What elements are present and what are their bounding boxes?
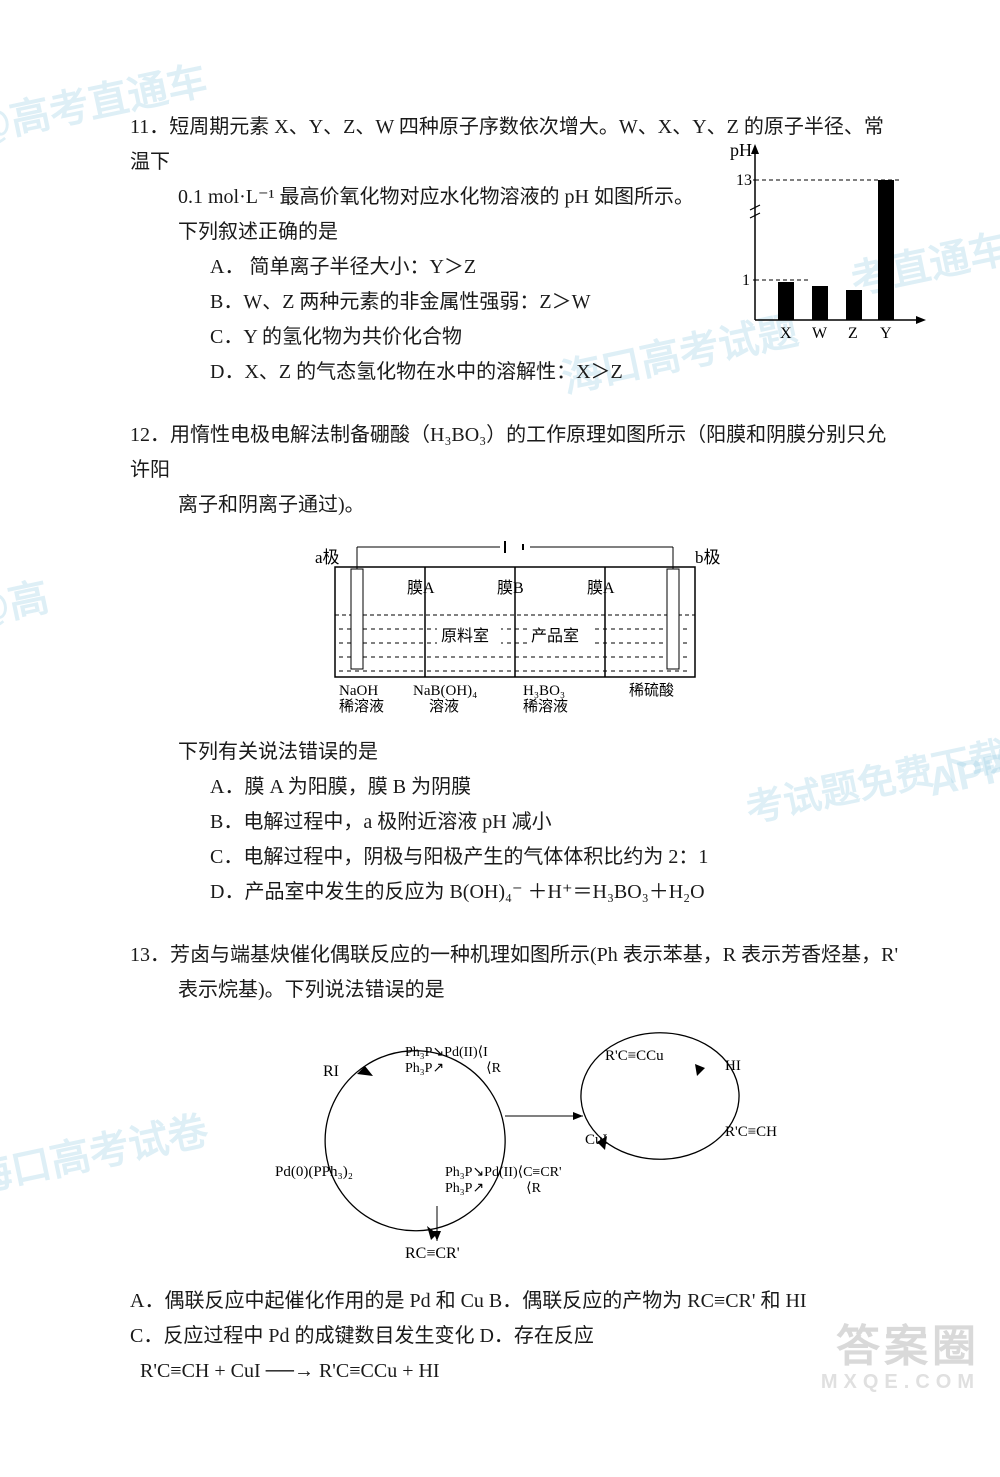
question-12: 12．用惰性电极电解法制备硼酸（H₃BO₃）的工作原理如图所示（阳膜和阴膜分别只… <box>130 418 900 910</box>
watermark: @高 <box>0 563 55 648</box>
svg-text:pH: pH <box>730 140 752 160</box>
q13-option-d-2: R'C≡CH + CuI ──→ R'C≡CCu + HI <box>130 1354 900 1389</box>
q13-option-d-1: D．存在反应 <box>479 1325 593 1347</box>
q13-stem-1: 芳卤与端基炔催化偶联反应的一种机理如图所示(Ph 表示苯基，R 表示芳香烃基，R… <box>170 944 898 966</box>
svg-text:R'C≡CCu: R'C≡CCu <box>605 1048 664 1064</box>
svg-text:NaB(OH)₄: NaB(OH)₄ <box>413 683 477 699</box>
svg-text:HI: HI <box>725 1058 741 1074</box>
q13-number: 13． <box>130 938 170 973</box>
svg-text:W: W <box>812 325 828 342</box>
svg-text:稀溶液: 稀溶液 <box>523 698 568 715</box>
q12-stem-1: 用惰性电极电解法制备硼酸（H₃BO₃）的工作原理如图所示（阳膜和阴膜分别只允许阳 <box>130 424 886 481</box>
q13-option-b: B．偶联反应的产物为 RC≡CR' 和 HI <box>489 1290 807 1312</box>
svg-text:RC≡CR': RC≡CR' <box>405 1245 460 1262</box>
q12-below: 下列有关说法错误的是 <box>130 735 900 770</box>
svg-text:膜A: 膜A <box>587 579 615 597</box>
svg-text:Y: Y <box>880 325 892 342</box>
svg-text:稀溶液: 稀溶液 <box>339 698 384 715</box>
svg-text:X: X <box>780 325 792 342</box>
chart-tick-13: 13 <box>736 172 752 189</box>
question-11: 11．短周期元素 X、Y、Z、W 四种原子序数依次增大。W、X、Y、Z 的原子半… <box>130 110 900 390</box>
q12-electrolysis-diagram: 膜A 膜B 膜A 原料室 产品室 a极 <box>130 537 900 729</box>
svg-text:原料室: 原料室 <box>441 627 489 645</box>
svg-text:Ph₃P↘Pd(II)⟨C≡CR': Ph₃P↘Pd(II)⟨C≡CR' <box>445 1165 562 1180</box>
footer-logo-small: MXQE.COM <box>821 1371 980 1393</box>
chart-tick-1: 1 <box>742 272 750 289</box>
svg-text:产品室: 产品室 <box>531 627 579 645</box>
svg-text:H₃BO₃: H₃BO₃ <box>523 683 565 699</box>
footer-watermark: 答案圈 MXQE.COM <box>821 1323 980 1393</box>
q13-cycle-diagram: RI Pd(0)(PPh₃)₂ Ph₃P↘Pd(II)⟨I Ph₃P↗ ⟨R P… <box>130 1016 900 1278</box>
svg-text:b极: b极 <box>695 548 721 567</box>
q12-stem-2: 离子和阴离子通过)。 <box>130 488 900 523</box>
svg-text:CuI: CuI <box>585 1132 608 1148</box>
svg-text:Ph₃P↗ ⟨R: Ph₃P↗ ⟨R <box>445 1181 542 1196</box>
svg-text:RI: RI <box>323 1063 339 1080</box>
q12-option-b: B．电解过程中，a 极附近溶液 pH 减小 <box>130 805 900 840</box>
q13-option-c: C．反应过程中 Pd 的成键数目发生变化 <box>130 1325 474 1347</box>
svg-text:Ph₃P↘Pd(II)⟨I: Ph₃P↘Pd(II)⟨I <box>405 1045 488 1060</box>
q13-option-a: A．偶联反应中起催化作用的是 Pd 和 Cu <box>130 1290 484 1312</box>
svg-text:膜B: 膜B <box>497 579 524 597</box>
footer-logo-big: 答案圈 <box>821 1323 980 1371</box>
svg-text:Pd(0)(PPh₃)₂: Pd(0)(PPh₃)₂ <box>275 1164 353 1180</box>
question-13: 13．芳卤与端基炔催化偶联反应的一种机理如图所示(Ph 表示苯基，R 表示芳香烃… <box>130 938 900 1389</box>
q12-option-d: D．产品室中发生的反应为 B(OH)₄⁻ ＋H⁺＝H₃BO₃＋H₂O <box>130 875 900 910</box>
q11-bar-chart: 13 1 X W Z Y pH <box>720 140 930 362</box>
q12-option-c: C．电解过程中，阴极与阳极产生的气体体积比约为 2：1 <box>130 840 900 875</box>
watermark: APP <box>921 732 1000 818</box>
q12-option-a: A．膜 A 为阳膜，膜 B 为阴膜 <box>130 770 900 805</box>
svg-text:溶液: 溶液 <box>429 698 459 715</box>
q13-stem-2: 表示烷基)。下列说法错误的是 <box>130 973 900 1008</box>
svg-text:a极: a极 <box>315 548 340 567</box>
svg-text:R'C≡CH: R'C≡CH <box>725 1124 777 1140</box>
svg-text:Ph₃P↗ ⟨R: Ph₃P↗ ⟨R <box>405 1061 502 1076</box>
svg-text:膜A: 膜A <box>407 579 435 597</box>
svg-text:NaOH: NaOH <box>339 683 378 699</box>
q11-number: 11． <box>130 110 169 145</box>
svg-text:稀硫酸: 稀硫酸 <box>629 682 674 699</box>
svg-text:Z: Z <box>848 325 858 342</box>
q12-number: 12． <box>130 418 170 453</box>
